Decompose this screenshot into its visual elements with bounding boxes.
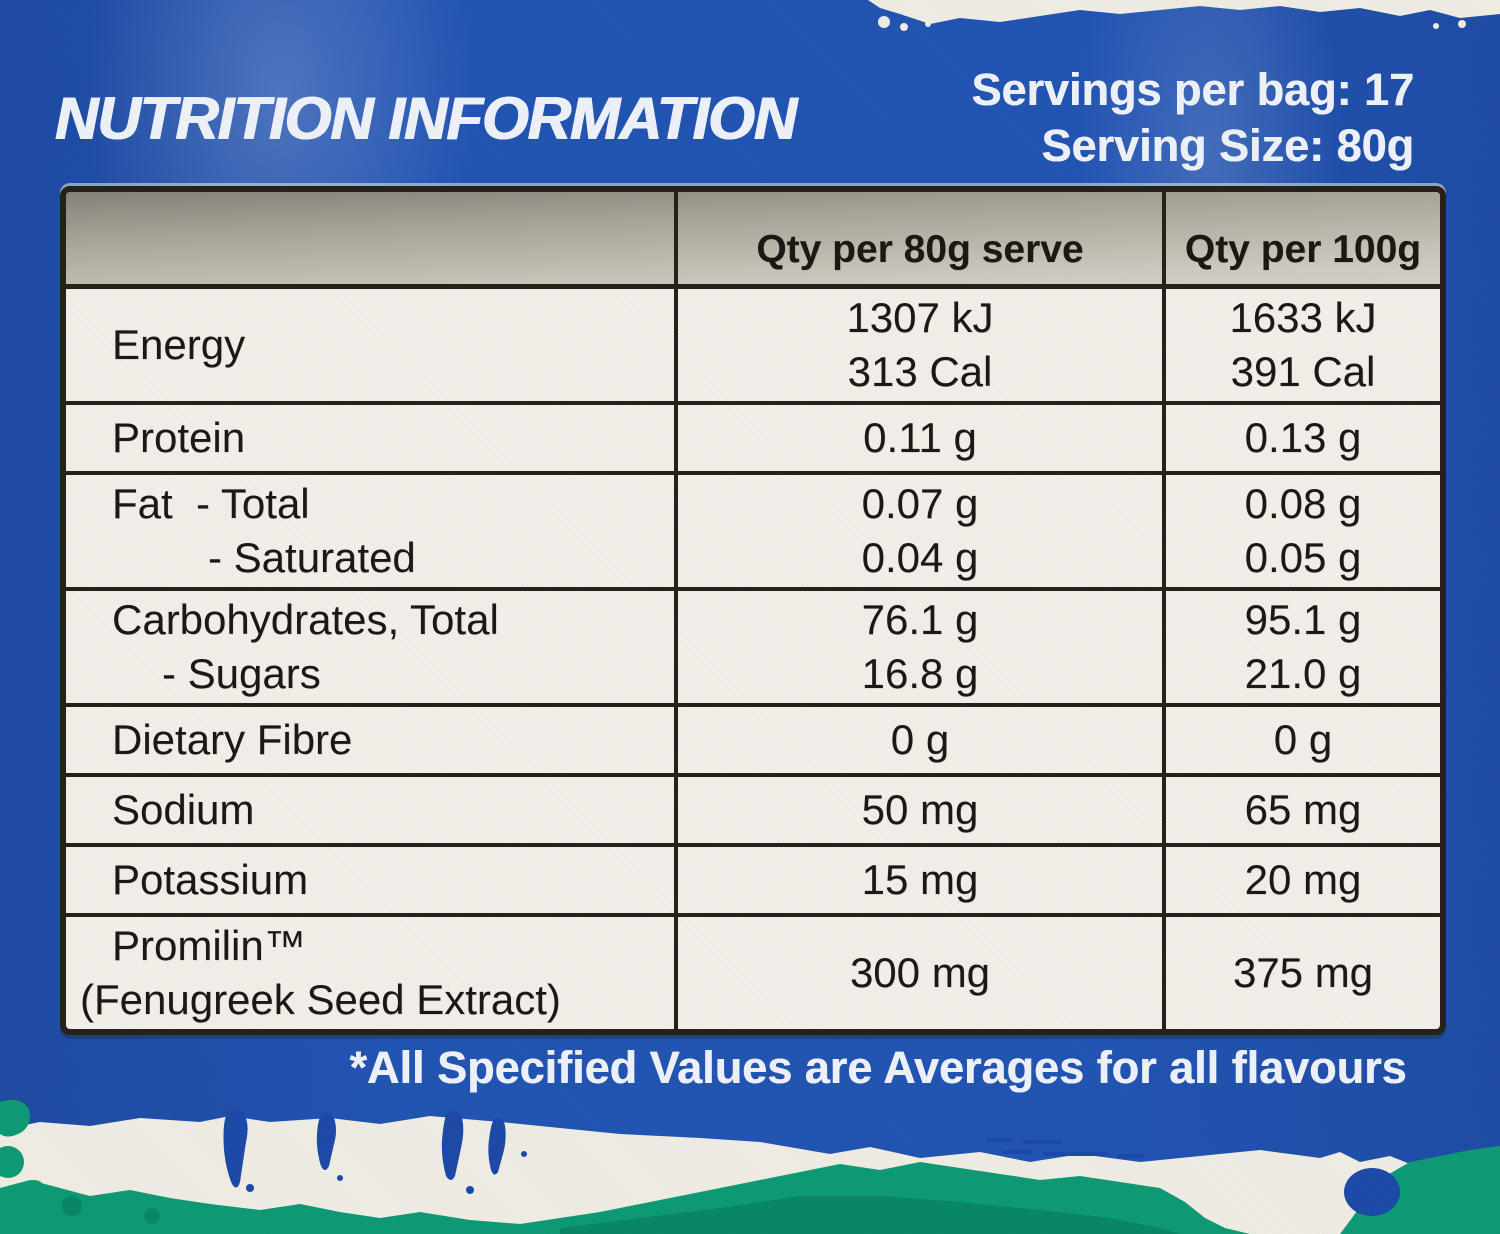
- row-label-line: Carbohydrates, Total: [112, 596, 499, 644]
- per-100g-cell: 20 mg: [1162, 847, 1440, 913]
- value-line: 20 mg: [1244, 855, 1362, 903]
- row-label-line: - Sugars: [162, 649, 321, 697]
- per-serve-cell: 1307 kJ 313 Cal: [674, 289, 1162, 401]
- row-label-cell: Protein: [66, 405, 674, 471]
- per-serve-cell: 0 g: [674, 707, 1162, 773]
- row-label-line: Potassium: [112, 855, 309, 903]
- value-line: 16.8 g: [861, 649, 979, 697]
- table-row: Protein 0.11 g 0.13 g: [66, 401, 1440, 471]
- per-serve-cell: 0.11 g: [674, 405, 1162, 471]
- table-row: Promilin™ (Fenugreek Seed Extract) 300 mg 3…: [66, 913, 1440, 1029]
- per-serve-cell: 76.1 g 16.8 g: [674, 591, 1162, 703]
- per-100g-cell: 375 mg: [1162, 917, 1440, 1029]
- per-100g-cell: 1633 kJ 391 Cal: [1162, 289, 1440, 401]
- top-paint-splash-decoration: [868, 0, 1500, 31]
- table-body: Energy 1307 kJ 313 Cal 1633 kJ 391 Cal Protei…: [66, 289, 1440, 1029]
- column-header-per-serve: Qty per 80g serve: [674, 192, 1162, 284]
- footnote: *All Specified Values are Averages for a…: [349, 1042, 1407, 1093]
- row-label-line: (Fenugreek Seed Extract): [80, 975, 561, 1023]
- servings-info: Servings per bag: 17 Serving Size: 80g: [971, 62, 1414, 174]
- row-label-cell: Potassium: [66, 847, 674, 913]
- table-header-row: Qty per 80g serve Qty per 100g: [66, 192, 1440, 289]
- row-label-line: Energy: [112, 320, 246, 368]
- row-label-cell: Energy: [66, 289, 674, 401]
- per-serve-cell: 15 mg: [674, 847, 1162, 913]
- bottom-paint-splash-decoration: [0, 1100, 1500, 1234]
- row-label-line: Sodium: [112, 785, 255, 833]
- per-100g-cell: 65 mg: [1162, 777, 1440, 843]
- value-line: 300 mg: [849, 948, 991, 996]
- per-100g-cell: 0.13 g: [1162, 405, 1440, 471]
- column-header-per-100g: Qty per 100g: [1162, 192, 1440, 284]
- row-label-line: Promilin™: [112, 922, 306, 970]
- per-100g-cell: 0.08 g 0.05 g: [1162, 475, 1440, 587]
- row-label-line: Fat - Total: [112, 480, 310, 528]
- per-serve-cell: 0.07 g 0.04 g: [674, 475, 1162, 587]
- per-serve-cell: 50 mg: [674, 777, 1162, 843]
- row-label-cell: Sodium: [66, 777, 674, 843]
- value-line: 391 Cal: [1230, 347, 1376, 395]
- row-label-cell: Fat - Total - Saturated: [66, 475, 674, 587]
- row-label-line: Protein: [112, 413, 246, 461]
- row-label-line: Dietary Fibre: [112, 715, 353, 763]
- value-line: 1633 kJ: [1229, 294, 1377, 342]
- value-line: 1307 kJ: [846, 294, 994, 342]
- value-line: 313 Cal: [847, 347, 993, 395]
- value-line: 0.04 g: [861, 533, 979, 581]
- table-row: Potassium 15 mg 20 mg: [66, 843, 1440, 913]
- value-line: 0.07 g: [861, 480, 979, 528]
- value-line: 65 mg: [1244, 785, 1362, 833]
- value-line: 375 mg: [1232, 948, 1374, 996]
- row-label-cell: Promilin™ (Fenugreek Seed Extract): [66, 917, 674, 1029]
- serving-size: Serving Size: 80g: [1041, 119, 1414, 171]
- table-row: Carbohydrates, Total - Sugars 76.1 g 16.8 g…: [66, 587, 1440, 703]
- value-line: 0.11 g: [863, 413, 977, 461]
- page-title: NUTRITION INFORMATION: [55, 85, 797, 152]
- value-line: 95.1 g: [1244, 596, 1362, 644]
- value-line: 0.13 g: [1244, 413, 1362, 461]
- table-row: Sodium 50 mg 65 mg: [66, 773, 1440, 843]
- value-line: 50 mg: [861, 785, 979, 833]
- value-line: 0 g: [1273, 715, 1333, 763]
- table-row: Energy 1307 kJ 313 Cal 1633 kJ 391 Cal: [66, 289, 1440, 401]
- per-100g-cell: 0 g: [1162, 707, 1440, 773]
- row-label-cell: Carbohydrates, Total - Sugars: [66, 591, 674, 703]
- value-line: 0.08 g: [1244, 480, 1362, 528]
- per-serve-cell: 300 mg: [674, 917, 1162, 1029]
- row-label-line: - Saturated: [208, 533, 416, 581]
- value-line: 76.1 g: [861, 596, 979, 644]
- value-line: 21.0 g: [1244, 649, 1362, 697]
- table-row: Dietary Fibre 0 g 0 g: [66, 703, 1440, 773]
- servings-per-bag: Servings per bag: 17: [971, 64, 1414, 115]
- nutrition-table: Qty per 80g serve Qty per 100g Energy 130…: [60, 186, 1446, 1035]
- table-row: Fat - Total - Saturated 0.07 g 0.04 g 0.08 g…: [66, 471, 1440, 587]
- row-label-cell: Dietary Fibre: [66, 707, 674, 773]
- value-line: 15 mg: [861, 855, 979, 903]
- value-line: 0.05 g: [1244, 533, 1362, 581]
- value-line: 0 g: [890, 715, 950, 763]
- per-100g-cell: 95.1 g 21.0 g: [1162, 591, 1440, 703]
- column-header-blank: [66, 192, 674, 284]
